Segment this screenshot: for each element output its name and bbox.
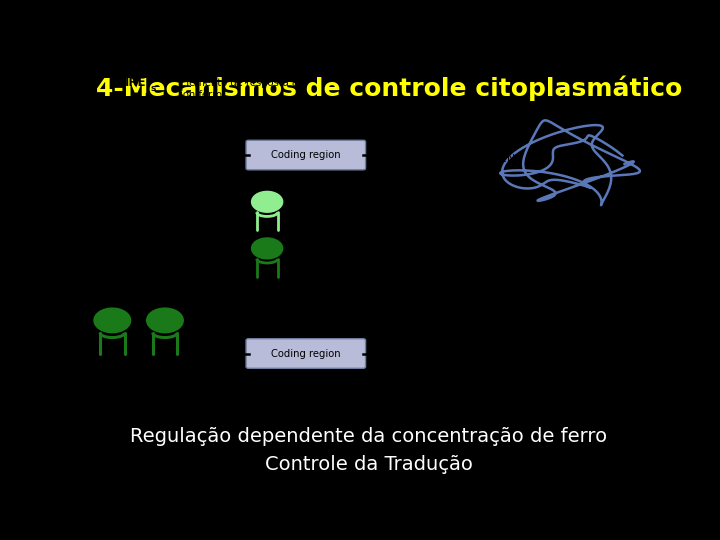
Text: 4-Mecanismos de controle citoplasmático: 4-Mecanismos de controle citoplasmático xyxy=(96,75,682,100)
Text: High iron: High iron xyxy=(285,101,361,116)
Text: Coding region: Coding region xyxy=(271,150,341,160)
Text: A: A xyxy=(386,338,394,350)
Text: Active IRE-BP: Active IRE-BP xyxy=(158,253,243,263)
Text: 5': 5' xyxy=(63,150,73,160)
Text: s: s xyxy=(150,84,156,93)
Text: No translation
initiation: No translation initiation xyxy=(541,343,619,364)
Text: (a) Ferritin mRNA: (a) Ferritin mRNA xyxy=(69,54,171,67)
Text: n: n xyxy=(405,147,410,156)
Text: n: n xyxy=(405,346,410,354)
Text: Low iron: Low iron xyxy=(287,302,359,316)
Text: A: A xyxy=(386,139,394,152)
Text: Elemento de resposta ao
íon ferro: Elemento de resposta ao íon ferro xyxy=(181,78,305,100)
Text: 5': 5' xyxy=(63,349,73,359)
Circle shape xyxy=(148,309,182,332)
Text: IRE: IRE xyxy=(125,76,146,89)
Circle shape xyxy=(252,192,282,212)
Text: Controle da Tradução: Controle da Tradução xyxy=(265,455,473,474)
Text: H₂N: H₂N xyxy=(495,154,516,164)
Circle shape xyxy=(95,309,130,332)
Text: Inactive IRE-BP: Inactive IRE-BP xyxy=(148,206,243,216)
Circle shape xyxy=(252,239,282,258)
Text: Coding region: Coding region xyxy=(271,349,341,359)
Text: Translated
ferritin: Translated ferritin xyxy=(541,230,600,252)
FancyBboxPatch shape xyxy=(246,339,366,368)
Text: COOH: COOH xyxy=(560,98,599,111)
FancyBboxPatch shape xyxy=(246,140,366,170)
Text: Regulação dependente da concentração de ferro: Regulação dependente da concentração de … xyxy=(130,428,608,447)
